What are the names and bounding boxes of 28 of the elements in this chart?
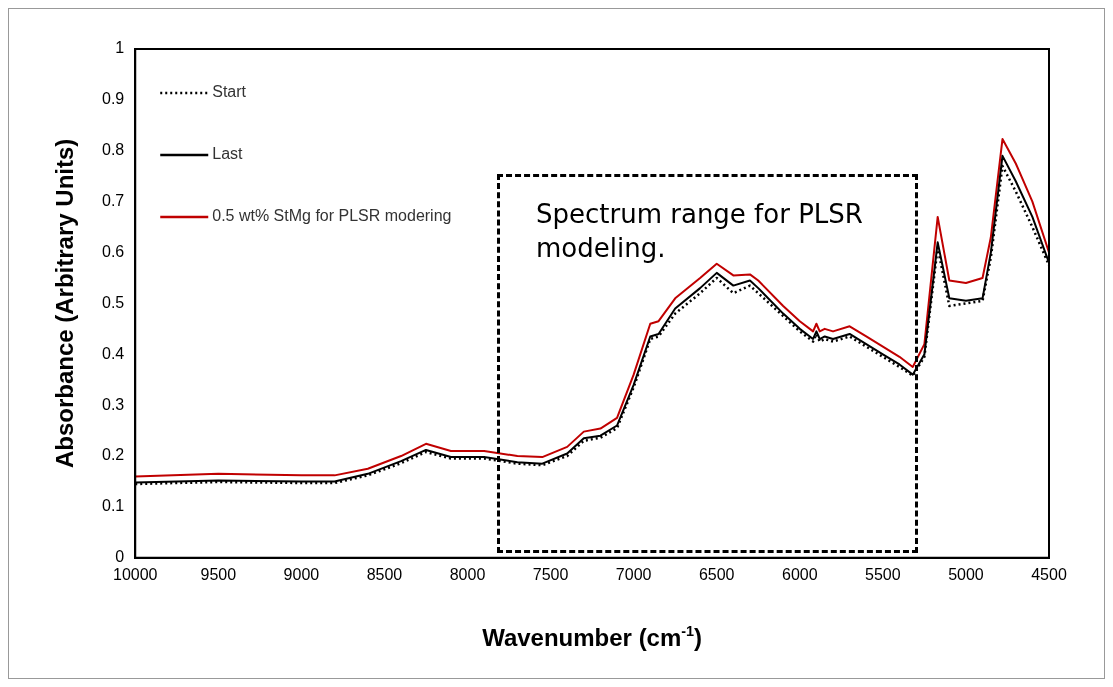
x-tick-label: 6000 — [782, 565, 818, 583]
y-tick-label: 0.2 — [101, 446, 125, 464]
x-tick-label: 10000 — [112, 565, 158, 583]
y-tick-label: 0.9 — [101, 90, 125, 108]
x-tick-label: 7500 — [532, 565, 569, 583]
x-tick-label: 9000 — [283, 565, 320, 583]
y-axis-title: Absorbance (Arbitrary Units) — [51, 138, 79, 469]
x-tick-label: 5500 — [865, 565, 901, 583]
x-tick-label: 4500 — [1031, 565, 1067, 583]
y-tick-label: 0 — [115, 548, 125, 566]
y-tick-label: 0.5 — [101, 293, 125, 311]
legend-label: Last — [212, 145, 244, 163]
y-tick-label: 0.6 — [101, 242, 125, 260]
y-tick-label: 0.3 — [101, 395, 125, 413]
x-tick-label: 7000 — [615, 565, 652, 583]
x-tick-label: 9500 — [200, 565, 237, 583]
y-tick-label: 0.7 — [101, 192, 125, 210]
x-tick-label: 8500 — [366, 565, 403, 583]
y-tick-label: 1 — [115, 39, 125, 57]
y-tick-label: 0.8 — [101, 141, 125, 159]
x-tick-label: 6500 — [698, 565, 735, 583]
x-tick-label: 5000 — [948, 565, 984, 583]
y-tick-label: 0.1 — [101, 497, 125, 515]
annotation: Spectrum range for PLSR modeling. — [536, 198, 864, 265]
x-tick-label: 8000 — [449, 565, 486, 583]
y-tick-label: 0.4 — [101, 344, 125, 362]
legend-label: 0.5 wt% StMg for PLSR modering — [212, 207, 452, 225]
legend-label: Start — [212, 83, 247, 101]
